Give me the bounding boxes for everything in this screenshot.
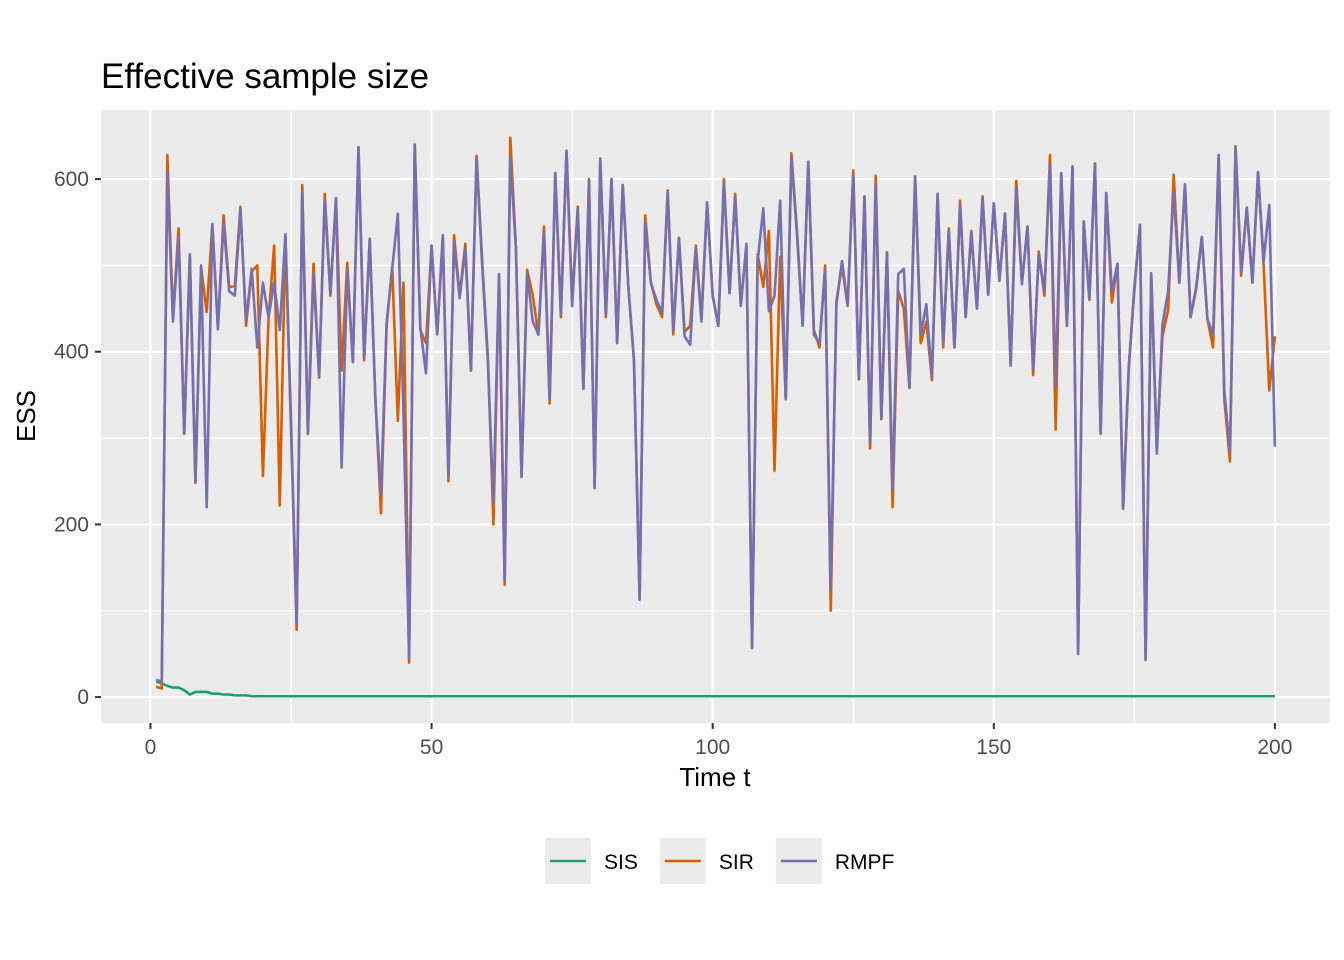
y-tick-label: 0 [77, 686, 89, 709]
grid-major [101, 110, 1330, 723]
y-axis-title: ESS [11, 390, 41, 442]
plot-panel [101, 110, 1330, 723]
y-tick-label: 600 [54, 168, 89, 191]
legend-label-rmpf: RMPF [835, 851, 895, 874]
axis-layer: 0 50 100 150 200 0 200 400 600 [54, 168, 1292, 759]
x-tick-label: 50 [420, 736, 443, 759]
chart-title: Effective sample size [101, 57, 429, 96]
x-tick-label: 200 [1257, 736, 1292, 759]
legend-label-sis: SIS [604, 851, 638, 874]
series-line-rmpf [155, 143, 1277, 683]
x-tick-label: 0 [145, 736, 157, 759]
y-tick-label: 400 [54, 341, 89, 364]
legend-label-sir: SIR [719, 851, 754, 874]
x-tick-label: 100 [695, 736, 730, 759]
legend: SIS SIR RMPF [545, 838, 894, 884]
x-tick-label: 150 [976, 736, 1011, 759]
series-line-sis [155, 680, 1275, 698]
y-tick-label: 200 [54, 513, 89, 536]
series-layer [155, 136, 1277, 698]
x-axis-title: Time t [679, 762, 751, 792]
